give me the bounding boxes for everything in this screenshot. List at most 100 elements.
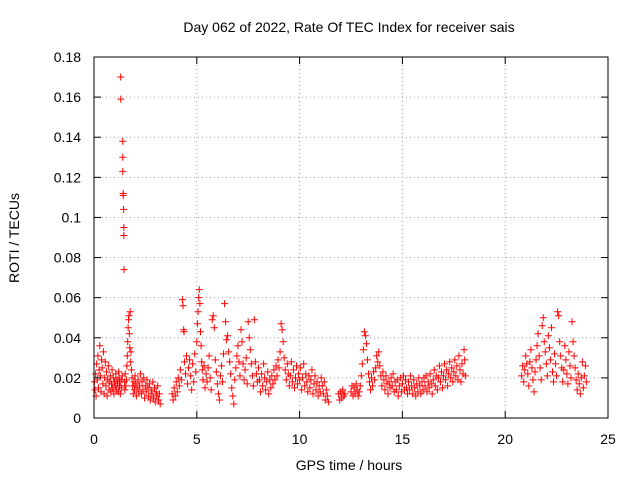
data-point (412, 392, 420, 400)
data-point (551, 350, 559, 358)
data-point (217, 362, 225, 370)
data-point (362, 340, 370, 348)
data-point (571, 364, 579, 372)
data-point (526, 358, 534, 366)
data-point (115, 368, 123, 376)
data-point (201, 384, 209, 392)
data-point (417, 390, 425, 398)
data-point (195, 286, 203, 294)
data-point (179, 302, 187, 310)
data-point (227, 370, 235, 378)
data-point (131, 372, 139, 380)
data-point (258, 370, 266, 378)
data-point (398, 380, 406, 388)
data-point (360, 328, 368, 336)
data-point (191, 350, 199, 358)
data-point (418, 378, 426, 386)
data-point (210, 324, 218, 332)
data-point (457, 378, 465, 386)
data-point (123, 352, 131, 360)
y-tick-label: 0.08 (54, 250, 81, 266)
data-point (578, 358, 586, 366)
data-point (366, 378, 374, 386)
data-point (372, 364, 380, 372)
data-point (273, 372, 281, 380)
data-point (98, 364, 106, 372)
data-point (371, 376, 379, 384)
data-point (104, 362, 112, 370)
data-point (429, 376, 437, 384)
data-point (241, 366, 249, 374)
data-point (550, 378, 558, 386)
data-point (560, 366, 568, 374)
data-point (573, 386, 581, 394)
data-point (450, 368, 458, 376)
data-point (121, 386, 129, 394)
data-point (181, 370, 189, 378)
data-point (117, 73, 125, 81)
data-point (359, 346, 367, 354)
x-tick-label: 20 (497, 431, 513, 447)
data-point (297, 364, 305, 372)
data-point (538, 322, 546, 330)
data-point (178, 296, 186, 304)
data-point (249, 382, 257, 390)
data-point (447, 374, 455, 382)
data-point (141, 394, 149, 402)
data-point (460, 346, 468, 354)
data-point (422, 372, 430, 380)
data-point (392, 386, 400, 394)
data-point (192, 368, 200, 376)
y-tick-label: 0 (73, 410, 81, 426)
data-point (283, 360, 291, 368)
data-point (172, 378, 180, 386)
data-point (120, 231, 128, 239)
data-point (287, 358, 295, 366)
data-point (132, 392, 140, 400)
data-point (319, 390, 327, 398)
data-point (175, 382, 183, 390)
data-point (554, 308, 562, 316)
data-point (231, 376, 239, 384)
data-point (542, 360, 550, 368)
data-point (94, 352, 102, 360)
data-point (220, 350, 228, 358)
data-point (257, 388, 265, 396)
data-point (98, 356, 106, 364)
data-point (537, 376, 545, 384)
data-point (269, 380, 277, 388)
data-point (543, 372, 551, 380)
data-point (136, 370, 144, 378)
data-point (436, 378, 444, 386)
data-point (204, 364, 212, 372)
y-tick-label: 0.12 (54, 169, 81, 185)
data-point (124, 324, 132, 332)
data-point (304, 388, 312, 396)
data-point (279, 338, 287, 346)
data-point (311, 372, 319, 380)
data-point (240, 376, 248, 384)
data-point (456, 366, 464, 374)
data-point (300, 360, 308, 368)
data-point (262, 386, 270, 394)
data-point (552, 360, 560, 368)
data-point (213, 380, 221, 388)
data-point (198, 358, 206, 366)
data-point (369, 382, 377, 390)
data-point (254, 364, 262, 372)
data-point (520, 378, 528, 386)
data-point (529, 376, 537, 384)
data-point (433, 386, 441, 394)
data-point (455, 352, 463, 360)
data-point (431, 382, 439, 390)
data-point (443, 366, 451, 374)
data-point (352, 380, 360, 388)
data-point (530, 388, 538, 396)
data-point (305, 372, 313, 380)
data-point (206, 374, 214, 382)
data-point (202, 370, 210, 378)
data-point (198, 366, 206, 374)
data-point (299, 374, 307, 382)
data-point (196, 300, 204, 308)
data-point (108, 366, 116, 374)
